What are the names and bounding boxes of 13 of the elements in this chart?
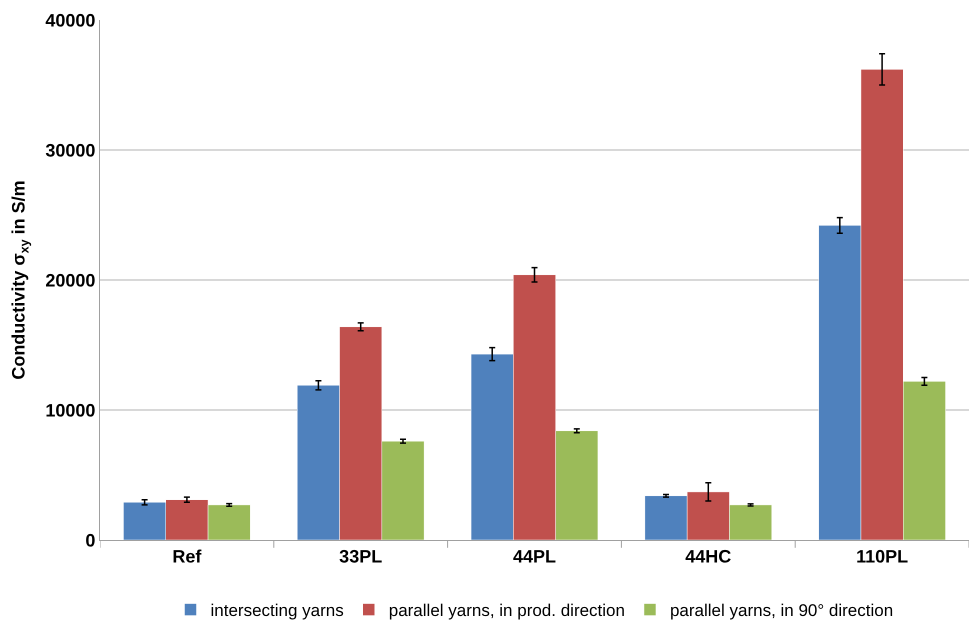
legend-label: parallel yarns, in 90° direction [670, 601, 894, 620]
y-tick-label: 0 [85, 530, 96, 550]
x-tick-label: Ref [172, 546, 202, 567]
x-tick-label: 44PL [512, 546, 556, 567]
y-tick-label: 40000 [45, 10, 96, 30]
x-tick-label: 110PL [856, 546, 908, 567]
x-tick-label: 33PL [339, 546, 382, 567]
y-tick-label: 20000 [45, 270, 96, 290]
legend-label: parallel yarns, in prod. direction [388, 601, 625, 620]
y-tick-label: 10000 [45, 400, 96, 420]
y-tick-label: 30000 [45, 140, 96, 160]
x-tick-label: 44HC [685, 546, 732, 567]
legend-label: intersecting yarns [210, 601, 344, 620]
